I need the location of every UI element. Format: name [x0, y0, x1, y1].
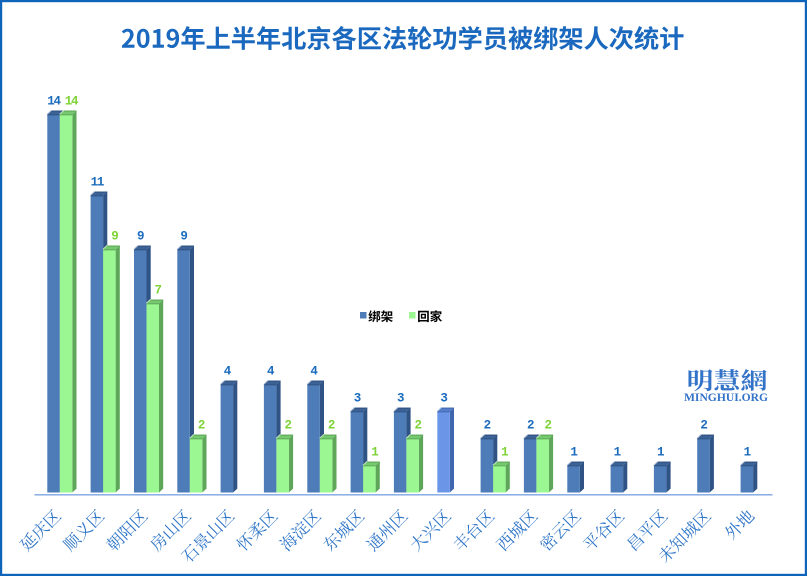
- svg-text:2: 2: [198, 418, 205, 432]
- svg-text:MINGHUI.ORG: MINGHUI.ORG: [684, 390, 768, 404]
- svg-text:1: 1: [501, 445, 508, 459]
- svg-text:1: 1: [657, 445, 664, 459]
- svg-text:2: 2: [527, 418, 534, 432]
- svg-text:1: 1: [614, 445, 621, 459]
- svg-text:11: 11: [91, 175, 104, 189]
- svg-text:3: 3: [397, 391, 404, 405]
- svg-text:4: 4: [224, 364, 232, 378]
- svg-text:9: 9: [137, 229, 144, 243]
- svg-text:3: 3: [354, 391, 361, 405]
- svg-text:2: 2: [285, 418, 292, 432]
- svg-text:4: 4: [310, 364, 318, 378]
- svg-text:3: 3: [440, 391, 447, 405]
- svg-text:9: 9: [180, 229, 187, 243]
- svg-text:9: 9: [111, 229, 118, 243]
- svg-text:2: 2: [484, 418, 491, 432]
- svg-text:7: 7: [155, 283, 162, 297]
- svg-text:1: 1: [570, 445, 577, 459]
- svg-text:2: 2: [545, 418, 552, 432]
- svg-text:14: 14: [47, 94, 61, 108]
- svg-text:2: 2: [700, 418, 707, 432]
- svg-text:2: 2: [415, 418, 422, 432]
- svg-text:14: 14: [65, 94, 79, 108]
- svg-text:4: 4: [267, 364, 275, 378]
- svg-text:1: 1: [371, 445, 378, 459]
- svg-text:2: 2: [328, 418, 335, 432]
- svg-text:1: 1: [744, 445, 751, 459]
